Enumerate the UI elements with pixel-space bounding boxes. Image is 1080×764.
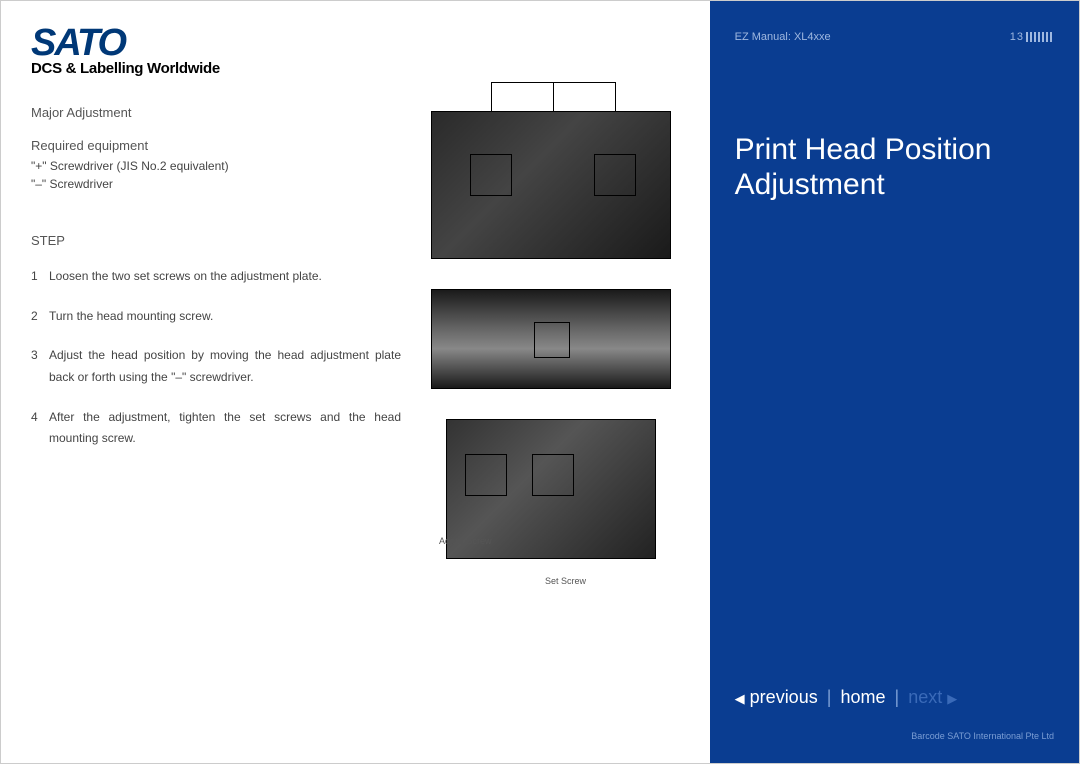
figure-3: Adjust Screw Set Screw [446,419,656,559]
figure-area: Adjust Screw Set Screw [431,111,691,589]
figure-label-adjust: Adjust Screw [439,536,492,546]
nav-footer: ◀ previous | home | next ▶ [735,687,958,708]
manual-page: SATO DCS & Labelling Worldwide Major Adj… [0,0,1080,764]
right-header: EZ Manual: XL4xxe 13 [735,31,1054,43]
logo-brand: SATO [31,26,680,60]
step-item: Turn the head mounting screw. [31,306,401,328]
logo-tagline: DCS & Labelling Worldwide [31,60,680,77]
figure-2 [431,289,671,389]
callout-box [470,154,512,196]
callout-box [532,454,574,496]
home-link[interactable]: home [840,687,885,707]
logo-block: SATO DCS & Labelling Worldwide [31,26,680,77]
callout-line [553,82,554,112]
step-item: After the adjustment, tighten the set sc… [31,407,401,450]
left-panel: SATO DCS & Labelling Worldwide Major Adj… [1,1,710,763]
callout-box [594,154,636,196]
nav-separator: | [894,687,899,707]
figure-1 [431,111,671,259]
step-item: Adjust the head position by moving the h… [31,345,401,388]
callout-line [615,82,616,112]
previous-arrow-icon[interactable]: ◀ [735,691,745,706]
page-number: 13 [1010,31,1024,43]
page-number-block: 13 [1010,31,1054,43]
figure-label-set: Set Screw [545,576,586,586]
step-item: Loosen the two set screws on the adjustm… [31,266,401,288]
previous-link[interactable]: previous [750,687,818,707]
page-title-line2: Adjustment [735,168,1054,203]
right-panel: EZ Manual: XL4xxe 13 Print Head Position… [710,1,1079,763]
manual-name: EZ Manual: XL4xxe [735,31,831,43]
page-title: Print Head Position Adjustment [735,133,1054,202]
copyright-text: Barcode SATO International Pte Ltd [911,731,1054,741]
next-arrow-icon[interactable]: ▶ [947,691,957,706]
barcode-icon [1026,32,1054,42]
callout-box [465,454,507,496]
step-list: Loosen the two set screws on the adjustm… [31,266,401,450]
callout-box [534,322,570,358]
nav-separator: | [827,687,832,707]
callout-line [491,82,492,112]
page-title-line1: Print Head Position [735,133,1054,168]
next-link[interactable]: next [908,687,942,707]
